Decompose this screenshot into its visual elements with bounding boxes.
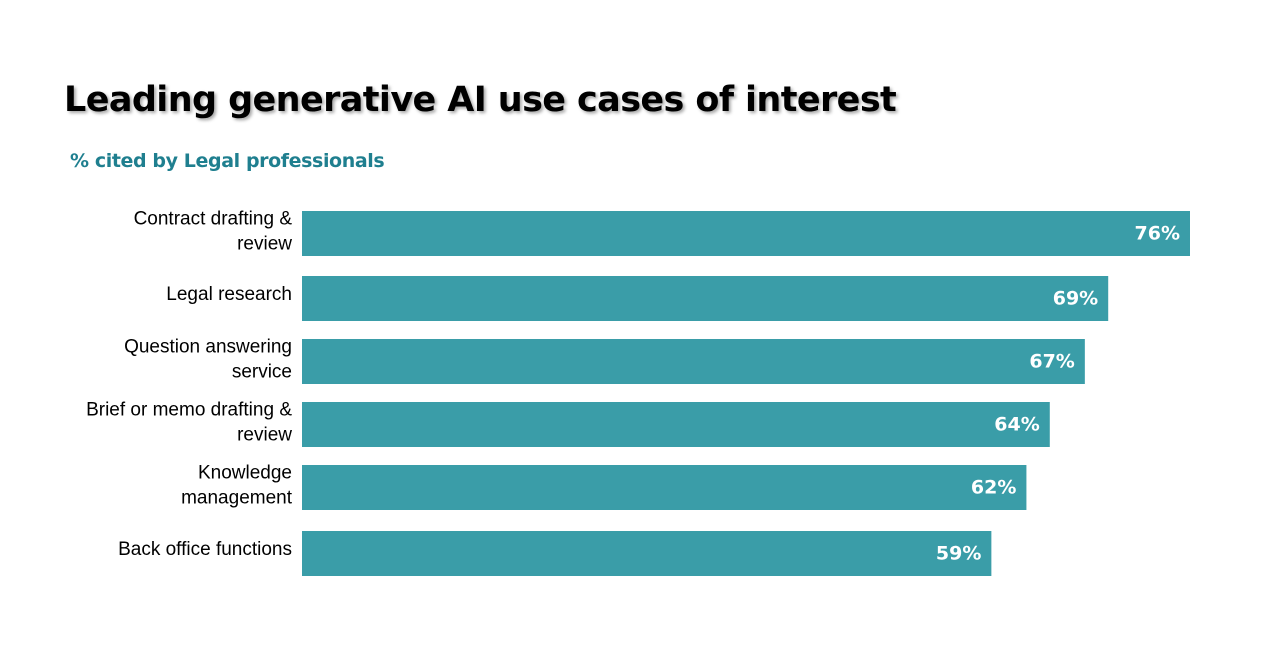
- bar-value-label-2: 67%: [1029, 351, 1074, 373]
- chart-title: Leading generative AI use cases of inter…: [64, 80, 897, 120]
- bar-value-label-5: 59%: [936, 543, 981, 565]
- bar-1: [302, 276, 1109, 321]
- category-label-line: Legal research: [166, 284, 292, 305]
- bar-5: [302, 531, 992, 576]
- category-label-line: Knowledge: [198, 463, 292, 484]
- bar-4: [302, 465, 1027, 510]
- category-label-line: management: [181, 488, 293, 509]
- bar-value-label-0: 76%: [1135, 223, 1180, 245]
- bar-value-label-4: 62%: [971, 477, 1016, 499]
- category-label-line: service: [232, 362, 292, 383]
- bar-3: [302, 402, 1050, 447]
- category-label-1: Legal research: [166, 284, 292, 305]
- bar-value-label-3: 64%: [994, 414, 1039, 436]
- bar-0: [302, 211, 1190, 256]
- category-label-2: Question answering service: [124, 337, 292, 383]
- chart-subtitle: % cited by Legal professionals: [70, 150, 385, 172]
- category-label-3: Brief or memo drafting & review: [86, 400, 292, 446]
- category-label-line: review: [237, 234, 292, 255]
- category-label-0: Contract drafting & review: [134, 209, 293, 255]
- bar-value-label-1: 69%: [1053, 288, 1098, 310]
- category-label-line: Question answering: [124, 337, 292, 358]
- category-label-line: Contract drafting &: [134, 209, 293, 230]
- category-label-line: Back office functions: [118, 539, 292, 560]
- bar-2: [302, 339, 1085, 384]
- category-label-4: Knowledge management: [181, 463, 293, 509]
- category-label-line: review: [237, 425, 292, 446]
- category-label-5: Back office functions: [118, 539, 292, 560]
- category-label-line: Brief or memo drafting &: [86, 400, 292, 421]
